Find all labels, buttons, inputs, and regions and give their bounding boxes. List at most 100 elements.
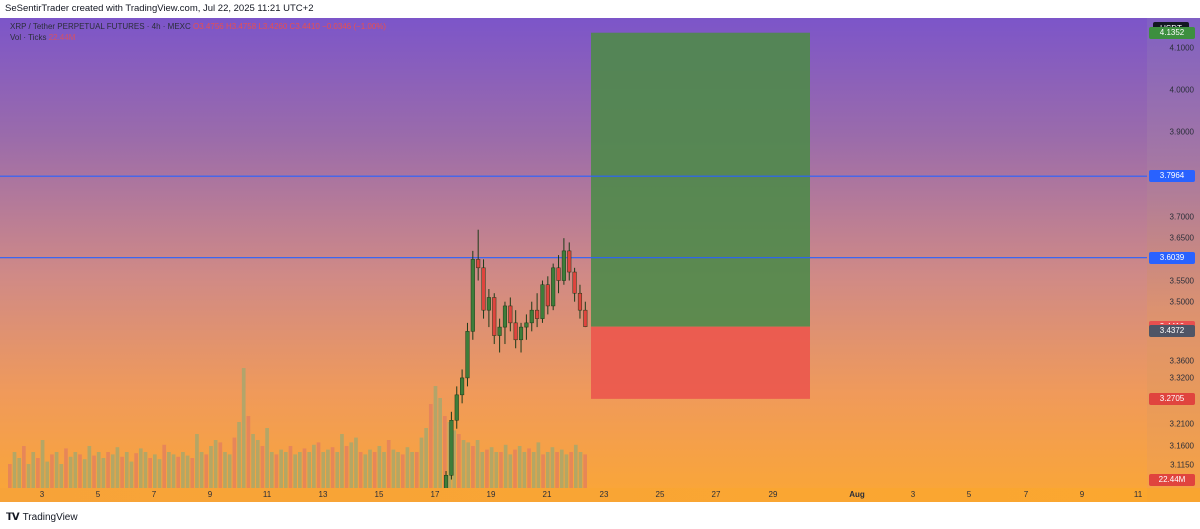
- volume-bar: [531, 452, 536, 488]
- volume-bar: [274, 454, 279, 488]
- candle-body: [561, 250, 566, 281]
- candle-body: [470, 259, 475, 332]
- volume-bar: [153, 454, 157, 488]
- candle-body: [497, 326, 502, 336]
- volume-bar: [550, 447, 555, 488]
- candle-body: [535, 309, 540, 319]
- profit-zone: [591, 32, 810, 327]
- price-tick-label: 3.3200: [1169, 373, 1194, 383]
- candle-body: [476, 259, 481, 269]
- volume-bar: [283, 452, 288, 488]
- volume-bar: [405, 447, 410, 488]
- time-tick-label: 29: [768, 490, 778, 499]
- volume-bar: [475, 440, 480, 488]
- volume-bar: [335, 452, 340, 488]
- price-tick-label: 3.2100: [1169, 419, 1194, 429]
- time-tick-label: 3: [910, 490, 916, 499]
- time-tick-label: 3: [39, 490, 45, 499]
- volume-bar: [96, 452, 101, 488]
- volume-bar: [508, 454, 513, 488]
- candle-body: [454, 394, 459, 421]
- volume-bar: [82, 459, 87, 488]
- volume-bar: [129, 461, 134, 488]
- candle-body: [513, 322, 518, 341]
- price-axis[interactable]: USDT 4.10004.00003.90003.70003.65003.550…: [1147, 18, 1200, 488]
- volume-bar: [167, 452, 171, 488]
- candle-body: [583, 309, 588, 327]
- volume-bar: [559, 449, 564, 488]
- loss-zone: [591, 326, 810, 399]
- footer: 𝗧𝗩 TradingView: [0, 502, 1200, 529]
- volume-bar: [321, 452, 326, 488]
- volume-bar: [307, 452, 312, 488]
- volume-bar: [578, 452, 583, 488]
- candle-body: [551, 267, 556, 307]
- volume-bar: [8, 464, 12, 488]
- price-tick-label: 3.9000: [1169, 127, 1194, 137]
- volume-bar: [260, 446, 265, 488]
- price-tick-label: 3.1150: [1170, 460, 1194, 470]
- ohlc-values: O3.4756 H3.4758 L3.4260 C3.4410 −0.0346 …: [193, 22, 387, 31]
- price-tick-label: 4.1000: [1169, 43, 1194, 53]
- volume-bar: [232, 437, 237, 488]
- volume-bar: [349, 442, 354, 488]
- volume-bar: [134, 453, 138, 488]
- volume-bar: [195, 434, 199, 488]
- symbol-legend[interactable]: XRP / Tether PERPETUAL FUTURES · 4h · ME…: [10, 22, 386, 31]
- time-tick-label: 9: [207, 490, 213, 499]
- time-tick-label: 15: [374, 490, 384, 499]
- price-tick-label: 3.5000: [1169, 297, 1194, 307]
- volume-bar: [199, 452, 204, 488]
- volume-bar: [326, 449, 330, 488]
- time-tick-label: 7: [1023, 490, 1029, 499]
- candle-body: [567, 250, 572, 273]
- volume-bar: [50, 454, 54, 488]
- volume-bar: [293, 454, 297, 488]
- candle-body: [540, 284, 545, 319]
- time-tick-label: 7: [151, 490, 157, 499]
- volume-bar: [59, 464, 64, 488]
- volume-legend[interactable]: Vol · Ticks 22.44M: [10, 33, 75, 42]
- volume-bar: [218, 442, 223, 488]
- volume-bar: [494, 452, 499, 488]
- volume-bar: [414, 452, 419, 488]
- volume-bar: [279, 449, 283, 488]
- volume-bar: [171, 454, 176, 488]
- level-mid-badge: 3.6039: [1149, 251, 1195, 264]
- volume-bar: [330, 447, 335, 488]
- target-price-badge: 4.1352: [1149, 26, 1195, 39]
- candle-body: [524, 322, 529, 328]
- price-tick-label: 3.5500: [1169, 276, 1194, 286]
- stop-price-badge: 3.2705: [1149, 392, 1195, 405]
- volume-bar: [246, 416, 251, 488]
- time-axis[interactable]: 3 5 7 9 11 13 15 17 19 21 23 25 27 29 Aug 3 5 7 9 11: [0, 488, 1147, 502]
- level-high-badge: 3.7964: [1149, 170, 1195, 183]
- time-tick-label: 25: [655, 490, 665, 499]
- volume-bar: [78, 454, 82, 488]
- volume-bar: [54, 452, 59, 488]
- volume-bar: [110, 454, 115, 488]
- volume-bar: [545, 452, 550, 488]
- volume-bar: [251, 434, 255, 488]
- volume-bar: [176, 456, 181, 488]
- tradingview-logo[interactable]: 𝗧𝗩 TradingView: [6, 512, 78, 523]
- volume-bar: [92, 455, 96, 488]
- volume-bar: [340, 434, 344, 488]
- volume-bar: [17, 458, 22, 488]
- volume-bar: [298, 452, 302, 488]
- volume-bar: [522, 452, 527, 488]
- volume-bar: [517, 446, 522, 488]
- volume-bar: [489, 447, 494, 488]
- chart-canvas[interactable]: [0, 18, 1147, 488]
- volume-bar: [223, 452, 227, 488]
- chart-pane[interactable]: XRP / Tether PERPETUAL FUTURES · 4h · ME…: [0, 18, 1147, 488]
- volume-bar: [68, 456, 73, 488]
- volume-bar: [466, 442, 471, 488]
- volume-bar: [503, 444, 508, 488]
- volume-bar: [396, 452, 400, 488]
- volume-bar: [209, 446, 213, 488]
- volume-bar: [457, 434, 461, 488]
- volume-bar: [241, 368, 246, 488]
- time-tick-label: Aug: [849, 490, 865, 499]
- candle-body: [481, 267, 486, 311]
